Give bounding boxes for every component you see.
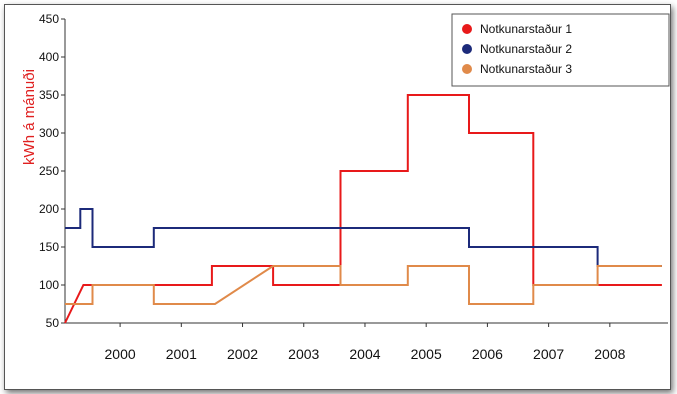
- legend-entry-2: Notkunarstaður 2: [480, 42, 572, 56]
- chart-frame: 50 100 150 200 250 300 350 400 450 2000 2001 2002 20…: [4, 4, 671, 390]
- legend-marker-1: [462, 24, 472, 34]
- x-tick-label: 2006: [472, 346, 503, 362]
- y-axis-label: kWh á mánuði: [21, 69, 38, 165]
- y-tick-label: 50: [46, 316, 60, 330]
- legend-entry-1: Notkunarstaður 1: [480, 22, 572, 36]
- x-tick-label: 2003: [288, 346, 319, 362]
- y-tick-label: 200: [39, 202, 59, 216]
- y-tick-label: 150: [39, 240, 59, 254]
- y-tick-label: 300: [39, 126, 59, 140]
- step-line-chart: 50 100 150 200 250 300 350 400 450 2000 2001 2002 20…: [21, 12, 670, 362]
- legend-marker-2: [462, 44, 472, 54]
- y-tick-label: 100: [39, 278, 59, 292]
- series-line-3: [65, 265, 662, 305]
- x-tick-label: 2008: [594, 346, 625, 362]
- x-tick-label: 2005: [411, 346, 442, 362]
- legend-entry-3: Notkunarstaður 3: [480, 62, 572, 76]
- x-tick-label: 2004: [349, 346, 380, 362]
- y-tick-label: 250: [39, 164, 59, 178]
- y-tick-label: 450: [39, 12, 59, 26]
- y-tick-label: 400: [39, 50, 59, 64]
- series-line-2: [65, 208, 662, 267]
- x-tick-label: 2000: [105, 346, 136, 362]
- legend-box: [451, 13, 670, 87]
- x-tick-label: 2007: [533, 346, 564, 362]
- x-tick-label: 2001: [166, 346, 197, 362]
- x-tick-label: 2002: [227, 346, 258, 362]
- y-tick-label: 350: [39, 88, 59, 102]
- legend-marker-3: [462, 64, 472, 74]
